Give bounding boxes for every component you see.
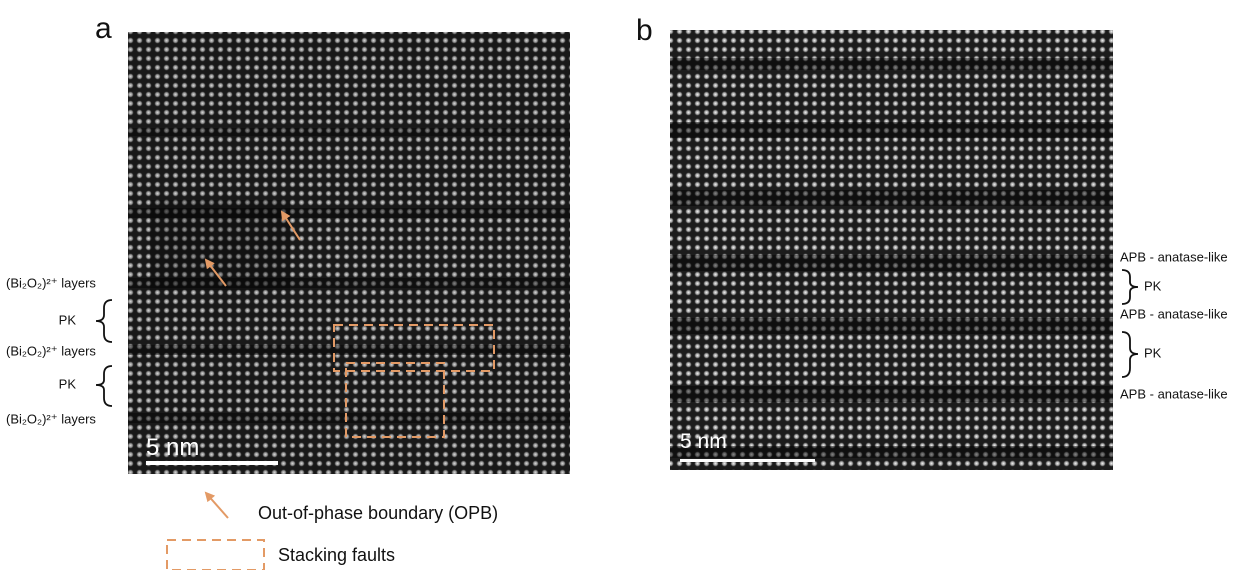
micrograph-a [128, 32, 570, 474]
brace [1121, 269, 1139, 305]
annotation: APB - anatase-like [1120, 249, 1228, 264]
annotation: (Bi₂O₂)²⁺ layers [6, 275, 96, 290]
scale-bar-label: 5 nm [680, 430, 727, 453]
legend-text: Out-of-phase boundary (OPB) [258, 503, 498, 523]
annotation: PK [59, 376, 77, 391]
annotation: (Bi₂O₂)²⁺ layers [6, 411, 96, 426]
annotation: APB - anatase-like [1120, 386, 1228, 401]
legend-box [166, 539, 265, 570]
annotation: APB - anatase-like [1120, 306, 1228, 321]
annotation: (Bi₂O₂)²⁺ layers [6, 343, 96, 358]
stacking-fault-box [333, 324, 495, 372]
panel-label: a [95, 12, 112, 45]
brace [1121, 331, 1139, 378]
legend-text: Stacking faults [278, 545, 395, 565]
annotation: PK [1144, 278, 1162, 293]
brace [95, 299, 113, 343]
annotation: PK [59, 312, 77, 327]
stacking-fault-box [345, 362, 445, 438]
annotation: PK [1144, 345, 1162, 360]
brace [95, 365, 113, 407]
micrograph-b [670, 30, 1113, 470]
scale-bar [146, 461, 278, 465]
opb-arrow [280, 210, 301, 241]
legend-arrow [204, 491, 229, 519]
panel-label: b [636, 14, 653, 47]
scale-bar-label: 5 nm [146, 434, 199, 461]
scale-bar [680, 459, 815, 462]
opb-arrow [204, 258, 227, 287]
